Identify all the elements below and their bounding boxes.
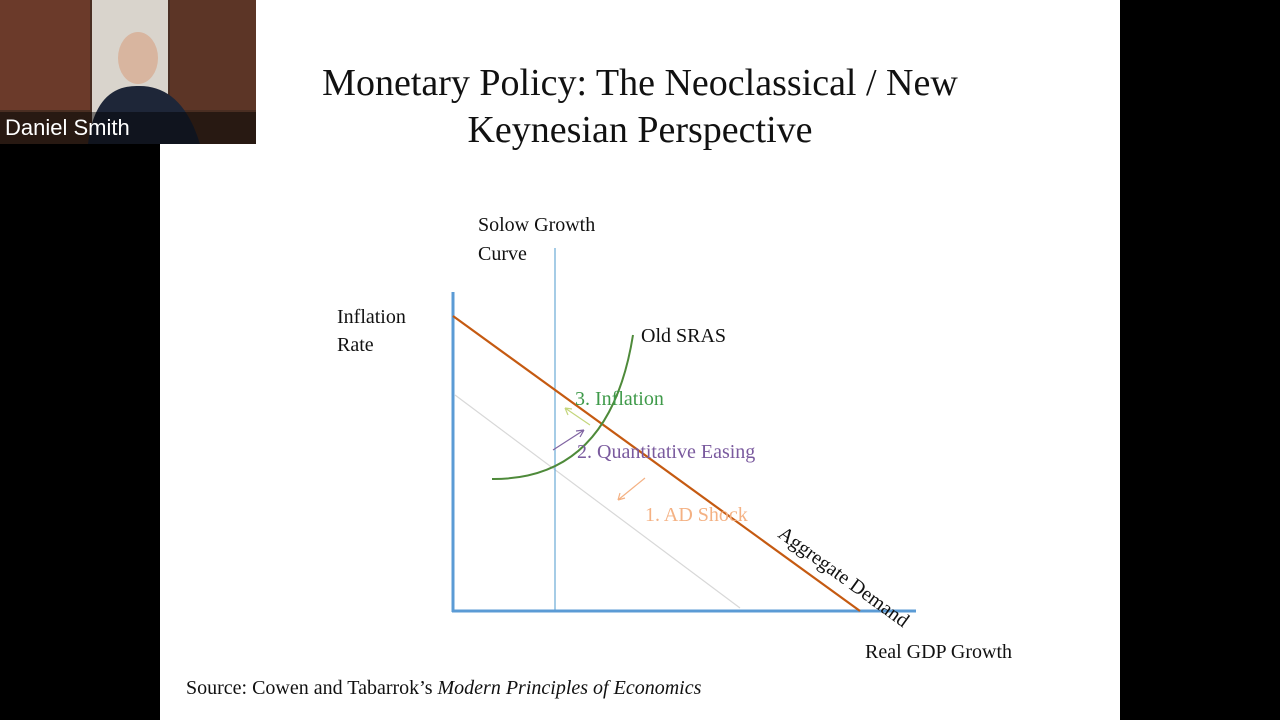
old-ad-curve bbox=[454, 394, 741, 609]
source: Source: Cowen and Tabarrok’s Modern Princ… bbox=[186, 677, 702, 699]
video-tile: Daniel Smith bbox=[0, 0, 256, 144]
bookshelf bbox=[0, 0, 90, 110]
slide bbox=[160, 0, 1120, 720]
bookshelf bbox=[170, 0, 256, 110]
y-axis-label: Inflation bbox=[337, 306, 406, 328]
name-bar bbox=[0, 112, 256, 144]
source-book: Modern Principles of Economics bbox=[437, 677, 702, 699]
x-axis-label: Real GDP Growth bbox=[865, 641, 1012, 663]
inflation-arrow bbox=[564, 407, 591, 426]
person-head bbox=[118, 32, 158, 84]
slide-title: Monetary Policy: The Neoclassical / New bbox=[322, 62, 958, 104]
sras-label: Old SRAS bbox=[641, 325, 726, 347]
solow-label: Curve bbox=[478, 243, 527, 265]
source-prefix: Source: Cowen and Tabarrok’s bbox=[186, 677, 433, 699]
ad-shock-arrow bbox=[617, 477, 646, 501]
arrows bbox=[552, 407, 646, 501]
step-label: 2. Quantitative Easing bbox=[577, 441, 755, 463]
sras-curve bbox=[491, 334, 634, 481]
participant-name: Daniel Smith bbox=[5, 115, 130, 140]
qe-arrow bbox=[552, 429, 585, 451]
person-body bbox=[88, 85, 200, 144]
step-label: 1. AD Shock bbox=[645, 504, 748, 526]
y-axis-label: Rate bbox=[337, 334, 374, 356]
step-label: 3. Inflation bbox=[575, 388, 664, 410]
ad-curve bbox=[452, 315, 861, 612]
slide-title: Keynesian Perspective bbox=[467, 109, 812, 151]
solow-label: Solow Growth bbox=[478, 214, 595, 236]
